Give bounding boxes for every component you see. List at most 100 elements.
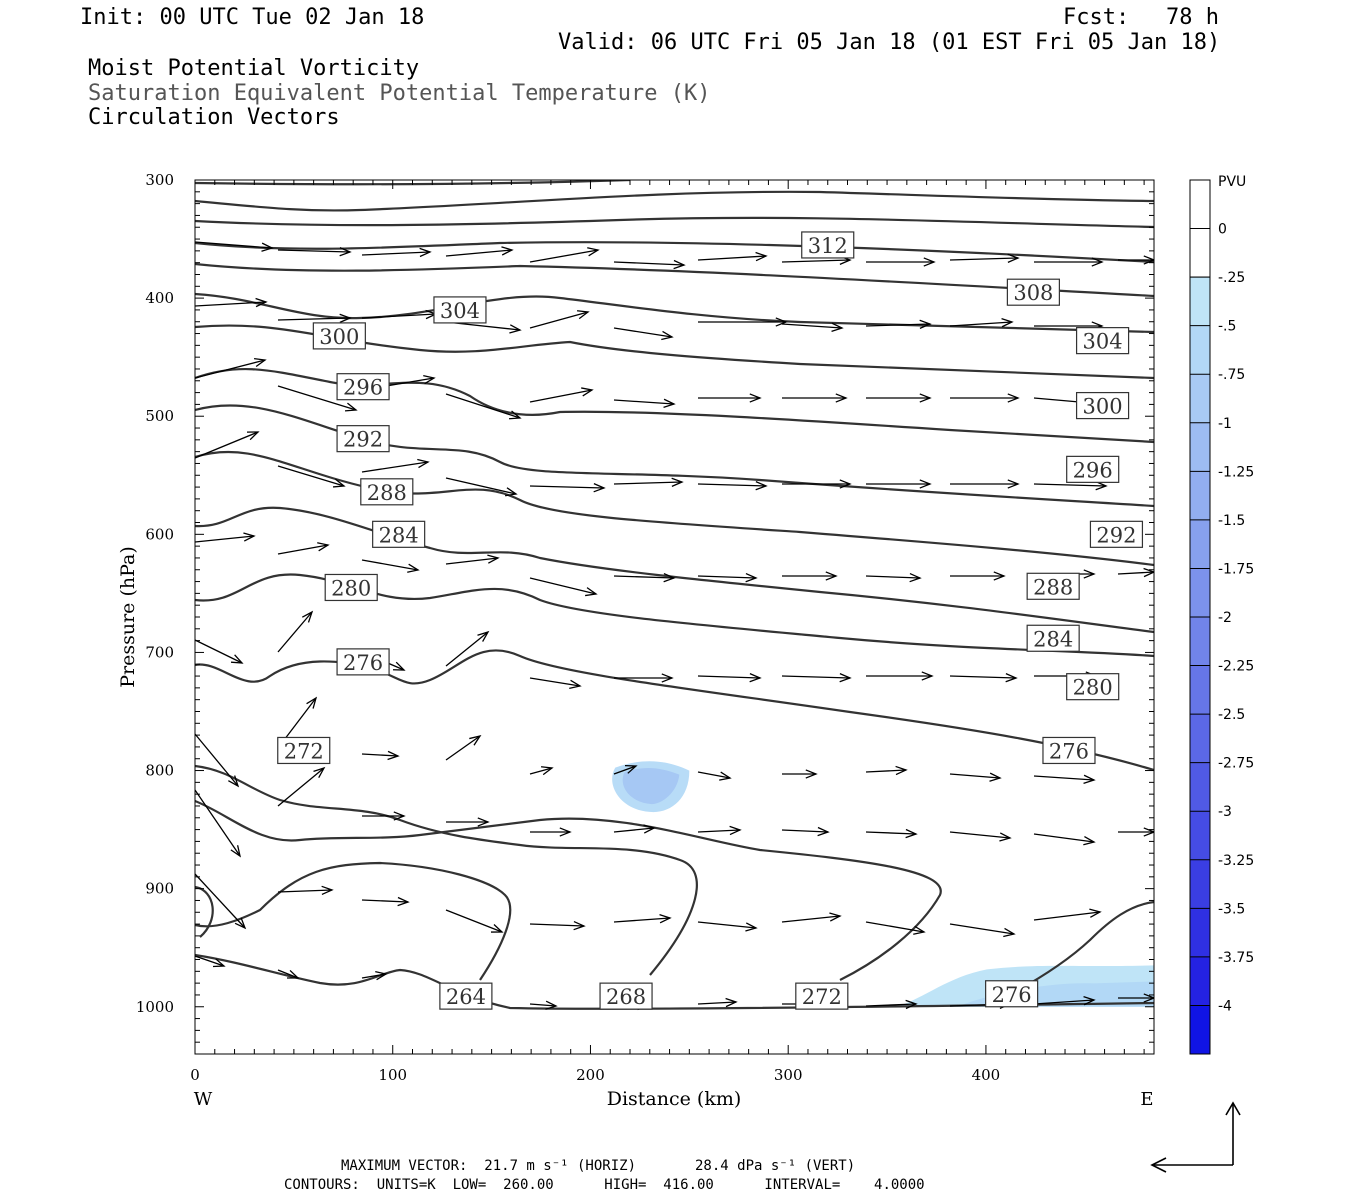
vector-arrow bbox=[613, 259, 686, 270]
colorbar: 0 -.25 -.5 -.75 -1 -1.25 -1.5 -1.75 -2 -2.25 -2.5 -… bbox=[1189, 179, 1254, 1055]
reference-vector-icon bbox=[1150, 1101, 1241, 1173]
vector-arrow bbox=[781, 912, 842, 923]
colorbar-label: -2.5 bbox=[1218, 707, 1245, 723]
vector-arrow bbox=[277, 465, 346, 488]
vector-arrow bbox=[865, 319, 932, 329]
circulation-vectors bbox=[195, 241, 1154, 1011]
vector-arrow bbox=[782, 479, 852, 489]
contour-label: 296 bbox=[1066, 455, 1120, 483]
colorbar-label: -4 bbox=[1218, 998, 1232, 1014]
vector-arrow bbox=[445, 554, 500, 565]
axis-tick-labels: 0 100 200 300 400 300 400 500 600 700 800 900 1000 bbox=[136, 171, 1000, 1084]
vector-arrow bbox=[529, 577, 598, 597]
vector-arrow bbox=[530, 827, 572, 837]
svg-text:288: 288 bbox=[367, 481, 407, 505]
vector-arrow bbox=[195, 241, 274, 252]
colorbar-swatch bbox=[1190, 519, 1210, 569]
vector-arrow bbox=[866, 257, 936, 267]
contour-labels: 312 308 304 304 300 300 296 296 292 292 288 288 284 2… bbox=[277, 231, 1144, 1010]
vector-arrow bbox=[697, 921, 758, 932]
vector-arrow bbox=[277, 610, 314, 653]
x-axis-title: Distance (km) bbox=[607, 1088, 742, 1110]
vector-arrow bbox=[445, 909, 504, 933]
colorbar-swatch bbox=[1190, 277, 1210, 326]
vector-arrow bbox=[866, 671, 934, 681]
vector-arrow bbox=[277, 885, 334, 896]
vector-arrow bbox=[362, 811, 406, 821]
colorbar-label: -1.75 bbox=[1218, 561, 1254, 577]
contour-label: 276 bbox=[1042, 736, 1096, 765]
vector-arrow bbox=[195, 532, 256, 543]
vector-arrow bbox=[697, 251, 768, 262]
svg-text:300: 300 bbox=[319, 325, 359, 349]
contour-line bbox=[195, 764, 698, 976]
colorbar-swatch bbox=[1190, 811, 1210, 860]
svg-text:304: 304 bbox=[1083, 330, 1123, 354]
contour-label: 280 bbox=[324, 573, 378, 602]
svg-text:288: 288 bbox=[1033, 575, 1073, 599]
vector-arrow bbox=[195, 639, 244, 664]
vector-arrow bbox=[277, 766, 326, 807]
contour-line bbox=[195, 450, 1154, 567]
vector-arrow bbox=[445, 246, 514, 257]
svg-text:292: 292 bbox=[1096, 523, 1136, 547]
contour-label: 284 bbox=[372, 520, 426, 548]
vector-arrow bbox=[613, 327, 674, 341]
vector-arrow bbox=[866, 479, 932, 489]
svg-text:280: 280 bbox=[331, 576, 371, 600]
vector-arrow bbox=[782, 571, 838, 581]
colorbar-label: -3.75 bbox=[1218, 950, 1254, 966]
vector-arrow bbox=[865, 572, 922, 583]
contour-label: 284 bbox=[1026, 624, 1080, 652]
vector-arrow bbox=[949, 923, 1016, 938]
vector-arrow bbox=[950, 479, 1020, 489]
vector-arrow bbox=[529, 247, 600, 263]
y-tick-label: 900 bbox=[145, 880, 174, 898]
colorbar-swatch bbox=[1190, 568, 1210, 617]
colorbar-swatch bbox=[1190, 374, 1210, 423]
colorbar-label: -1.5 bbox=[1218, 513, 1245, 529]
svg-text:264: 264 bbox=[446, 985, 486, 1009]
contour-label: 292 bbox=[1089, 520, 1144, 548]
vector-arrow bbox=[1118, 827, 1154, 837]
contour-label: 296 bbox=[336, 373, 390, 401]
vector-arrow bbox=[445, 393, 522, 420]
vector-arrow bbox=[865, 921, 926, 935]
pv-region-core bbox=[622, 767, 680, 805]
contour-label: 268 bbox=[599, 982, 653, 1010]
y-tick-label: 500 bbox=[145, 407, 174, 425]
svg-text:304: 304 bbox=[440, 299, 480, 323]
contour-label: 288 bbox=[360, 478, 414, 506]
vector-arrow bbox=[361, 750, 400, 761]
vector-arrow bbox=[277, 313, 352, 323]
vector-arrow bbox=[949, 253, 1020, 263]
svg-text:300: 300 bbox=[1083, 395, 1123, 419]
vector-arrow bbox=[949, 831, 1012, 842]
svg-text:268: 268 bbox=[606, 985, 646, 1009]
field-title-vectors: Circulation Vectors bbox=[88, 105, 340, 130]
contour-label: 300 bbox=[1075, 391, 1130, 420]
vector-arrow bbox=[614, 673, 674, 683]
vector-arrow bbox=[277, 542, 330, 555]
contour-label: 312 bbox=[801, 231, 855, 259]
vector-arrow bbox=[195, 431, 260, 459]
vector-arrow bbox=[613, 572, 676, 583]
vector-arrow bbox=[1033, 774, 1096, 785]
contour-line bbox=[195, 292, 1154, 334]
svg-text:296: 296 bbox=[1073, 458, 1113, 482]
vector-arrow bbox=[613, 477, 684, 487]
contour-line bbox=[195, 367, 1154, 444]
contour-line bbox=[195, 404, 1154, 508]
forecast-hours: 78 h bbox=[1166, 5, 1219, 30]
y-tick-label: 700 bbox=[145, 643, 174, 661]
svg-text:280: 280 bbox=[1073, 676, 1113, 700]
colorbar-label: -.5 bbox=[1218, 319, 1236, 335]
svg-text:312: 312 bbox=[808, 234, 848, 258]
contour-label: 304 bbox=[433, 296, 487, 324]
x-tick-label: 100 bbox=[378, 1066, 407, 1084]
colorbar-swatch bbox=[1190, 859, 1210, 909]
contour-line bbox=[195, 799, 942, 981]
colorbar-label: -3.5 bbox=[1218, 901, 1245, 917]
vector-arrow bbox=[698, 393, 762, 403]
